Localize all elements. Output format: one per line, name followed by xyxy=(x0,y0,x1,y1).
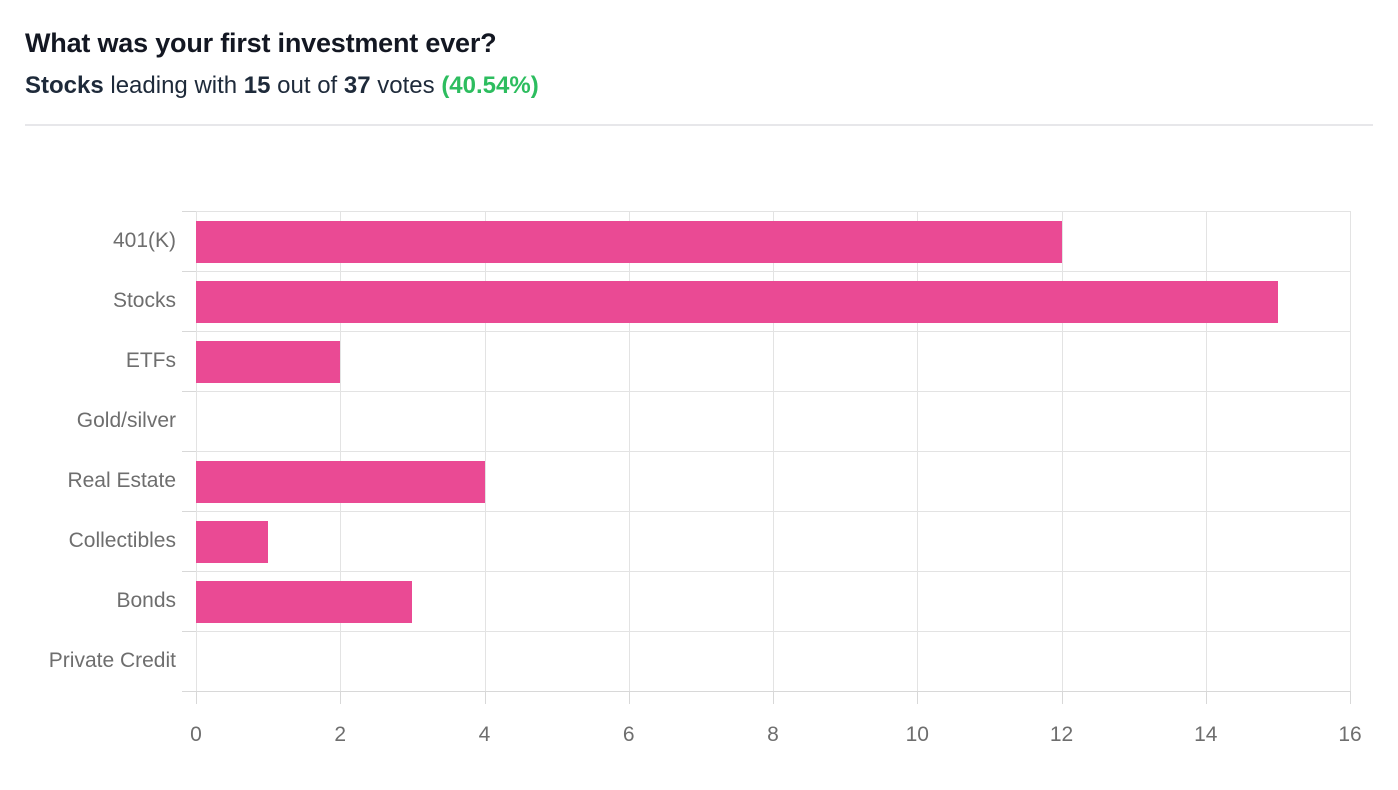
x-tick-mark xyxy=(773,691,774,704)
chart-row xyxy=(196,211,1350,271)
total-votes: 37 xyxy=(343,72,371,99)
x-tick-label: 12 xyxy=(1049,723,1074,746)
subtitle-text: leading with xyxy=(110,72,238,99)
bar xyxy=(196,281,1278,323)
chart-row xyxy=(196,631,1350,691)
chart-subtitle: Stocks leading with 15 out of 37 votes (… xyxy=(25,72,1373,100)
chart-row xyxy=(196,511,1350,571)
y-tick-mark xyxy=(182,451,196,452)
x-tick-label: 8 xyxy=(767,723,779,746)
x-tick-mark xyxy=(196,691,197,704)
x-tick-mark xyxy=(628,691,630,704)
x-tick-label: 0 xyxy=(190,723,202,746)
y-tick-mark xyxy=(182,211,196,212)
x-tick-label: 4 xyxy=(478,723,491,746)
plot-area xyxy=(182,211,1351,704)
bar xyxy=(196,461,485,503)
y-tick-mark xyxy=(182,691,196,692)
y-category-label: Collectibles xyxy=(68,529,176,552)
y-tick-mark xyxy=(182,271,196,272)
x-tick-mark xyxy=(1350,691,1351,704)
y-category-label: Stocks xyxy=(112,289,176,312)
x-tick-label: 10 xyxy=(905,723,929,746)
y-category-label: Real Estate xyxy=(67,469,176,492)
x-tick-mark xyxy=(1061,691,1063,704)
x-tick-label: 14 xyxy=(1194,723,1218,746)
y-tick-mark xyxy=(182,391,196,392)
x-tick-mark xyxy=(484,691,486,704)
y-axis-labels: 401(K) Stocks ETFs Gold/silver Real Estate Co… xyxy=(0,211,176,691)
y-tick-mark xyxy=(182,631,196,632)
page-title: What was your first investment ever? xyxy=(25,28,497,58)
x-axis-labels: 0 2 4 6 8 10 12 14 16 xyxy=(190,722,1362,748)
chart-row xyxy=(196,331,1350,391)
y-category-label: ETFs xyxy=(125,349,176,372)
chart-row xyxy=(196,271,1350,331)
vertical-gridline xyxy=(1350,211,1351,691)
bar xyxy=(196,521,269,563)
subtitle-text: votes xyxy=(377,72,435,99)
y-tick-mark xyxy=(182,331,196,332)
leading-percent: (40.54%) xyxy=(441,72,539,99)
bar xyxy=(196,221,1062,263)
chart-row xyxy=(196,571,1350,631)
bar xyxy=(196,581,413,623)
chart-row xyxy=(196,391,1350,451)
x-tick-mark xyxy=(917,691,919,704)
y-tick-mark xyxy=(182,571,196,572)
x-tick-mark xyxy=(340,691,342,704)
x-tick-label: 2 xyxy=(334,723,347,746)
header-divider xyxy=(25,124,1373,126)
y-category-label: 401(K) xyxy=(112,229,176,252)
y-category-label: Gold/silver xyxy=(76,409,176,432)
chart-header: What was your first investment ever? Sto… xyxy=(25,27,1373,100)
leading-category: Stocks xyxy=(25,72,104,99)
chart-row xyxy=(196,451,1350,511)
bar xyxy=(196,341,341,383)
leading-votes: 15 xyxy=(243,72,271,99)
x-tick-mark xyxy=(1205,691,1207,704)
x-tick-label: 6 xyxy=(622,723,635,746)
y-tick-mark xyxy=(182,511,196,512)
y-category-label: Private Credit xyxy=(48,649,176,672)
y-category-label: Bonds xyxy=(116,589,176,612)
x-tick-label: 16 xyxy=(1338,723,1362,746)
subtitle-text: out of xyxy=(277,72,338,99)
